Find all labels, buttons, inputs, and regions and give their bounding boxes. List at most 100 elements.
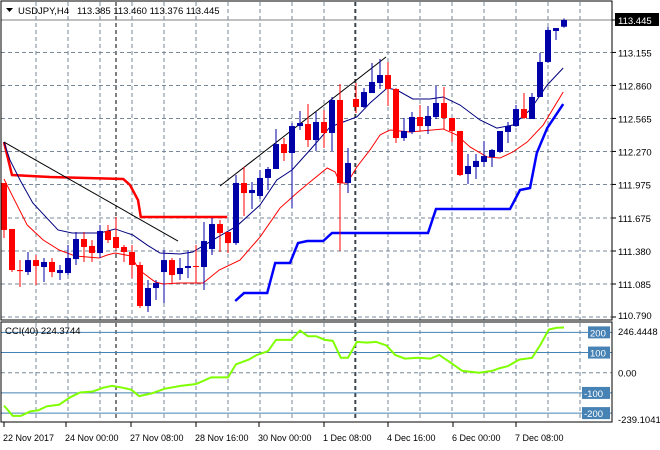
candle-body xyxy=(25,260,31,273)
candle xyxy=(281,138,287,161)
price-tick-label: 112.860 xyxy=(618,81,652,92)
candle xyxy=(217,220,223,253)
candle xyxy=(385,61,391,107)
date-label: 27 Nov 08:00 xyxy=(130,433,184,443)
candle-body xyxy=(41,261,47,267)
candle xyxy=(33,255,39,286)
candle-body xyxy=(265,169,271,178)
candle xyxy=(273,128,279,170)
date-label: 1 Dec 08:00 xyxy=(323,433,372,443)
candle-body xyxy=(521,109,527,118)
chart-header: USDJPY,H4 113.385 113.460 113.376 113.445 xyxy=(6,6,220,17)
candle xyxy=(193,244,199,283)
candle-body xyxy=(409,116,415,132)
candle xyxy=(433,86,439,119)
current-price-badge xyxy=(615,13,659,26)
price-tick-label: 111.085 xyxy=(618,280,651,291)
candle xyxy=(337,83,343,251)
candle xyxy=(73,231,79,265)
candle-body xyxy=(65,258,71,274)
candle xyxy=(145,279,151,312)
candle-body xyxy=(257,177,263,196)
moving-average-slow xyxy=(3,67,564,255)
candle xyxy=(321,110,327,148)
candle-body xyxy=(345,162,351,183)
price-pane-frame xyxy=(0,0,613,321)
candle-body xyxy=(313,122,319,141)
candle xyxy=(9,228,15,273)
candle xyxy=(265,166,271,191)
candle xyxy=(105,225,111,244)
cci-level-badge xyxy=(582,386,610,399)
candle-body xyxy=(561,20,567,27)
candle-body xyxy=(241,182,247,194)
candle-body xyxy=(385,75,391,90)
candle xyxy=(1,182,7,239)
candle-body xyxy=(185,265,191,269)
candle xyxy=(497,130,503,154)
cci-pane-frame xyxy=(0,321,613,423)
step-line-blue xyxy=(234,103,565,302)
candle xyxy=(137,261,143,309)
candle-body xyxy=(545,29,551,62)
candle-body xyxy=(57,270,63,274)
date-label: 24 Nov 00:00 xyxy=(65,433,119,443)
candle xyxy=(345,147,351,194)
candle xyxy=(57,264,63,280)
cci-level-badge xyxy=(588,326,610,339)
candle xyxy=(505,122,511,144)
candle-body xyxy=(441,103,447,118)
candle-body xyxy=(49,261,55,273)
candle xyxy=(225,231,231,254)
candle xyxy=(537,53,543,97)
candle xyxy=(97,225,103,259)
candle xyxy=(129,244,135,279)
date-label: 22 Nov 2017 xyxy=(3,433,54,443)
candle-body xyxy=(201,241,207,267)
candle-body xyxy=(273,144,279,170)
candle-body xyxy=(89,245,95,254)
candle-body xyxy=(329,99,335,133)
candle xyxy=(209,218,215,256)
cci-pane[interactable] xyxy=(1,326,612,417)
candle xyxy=(553,28,559,41)
candle xyxy=(329,96,335,151)
candle xyxy=(249,181,255,210)
candle xyxy=(81,231,87,262)
candle-body xyxy=(137,264,143,307)
candle-body xyxy=(433,103,439,117)
candle-body xyxy=(81,239,87,247)
candle xyxy=(481,141,487,167)
candle-body xyxy=(449,117,455,131)
price-tick-label: 111.380 xyxy=(618,247,651,258)
candle xyxy=(89,240,95,262)
candle xyxy=(305,104,311,147)
cci-min-label: -239.1041 xyxy=(618,415,660,426)
grid xyxy=(1,2,612,421)
candle xyxy=(377,59,383,90)
candle-body xyxy=(353,98,359,108)
candle xyxy=(393,88,399,144)
candle-body xyxy=(145,288,151,307)
candle-body xyxy=(33,260,39,266)
candle-body xyxy=(73,239,79,260)
moving-average-fast xyxy=(3,91,564,285)
header-text: USDJPY,H4 113.385 113.460 113.376 113.445 xyxy=(18,6,220,17)
cci-level-badge xyxy=(588,346,610,359)
triangle-down-icon[interactable] xyxy=(6,8,13,12)
candle xyxy=(25,252,31,276)
candle xyxy=(353,82,359,113)
candle-body xyxy=(121,246,127,253)
cci-max-label: 246.4448 xyxy=(618,327,658,338)
candle-body xyxy=(473,160,479,167)
candle xyxy=(561,18,567,28)
date-label: 6 Dec 00:00 xyxy=(452,433,501,443)
price-pane[interactable] xyxy=(1,18,567,312)
candle-body xyxy=(537,61,543,97)
candle-body xyxy=(513,109,519,127)
candle-body xyxy=(529,96,535,119)
cci-level-label: -200 xyxy=(584,409,603,420)
date-label: 7 Dec 08:00 xyxy=(515,433,564,443)
candle xyxy=(521,93,527,119)
